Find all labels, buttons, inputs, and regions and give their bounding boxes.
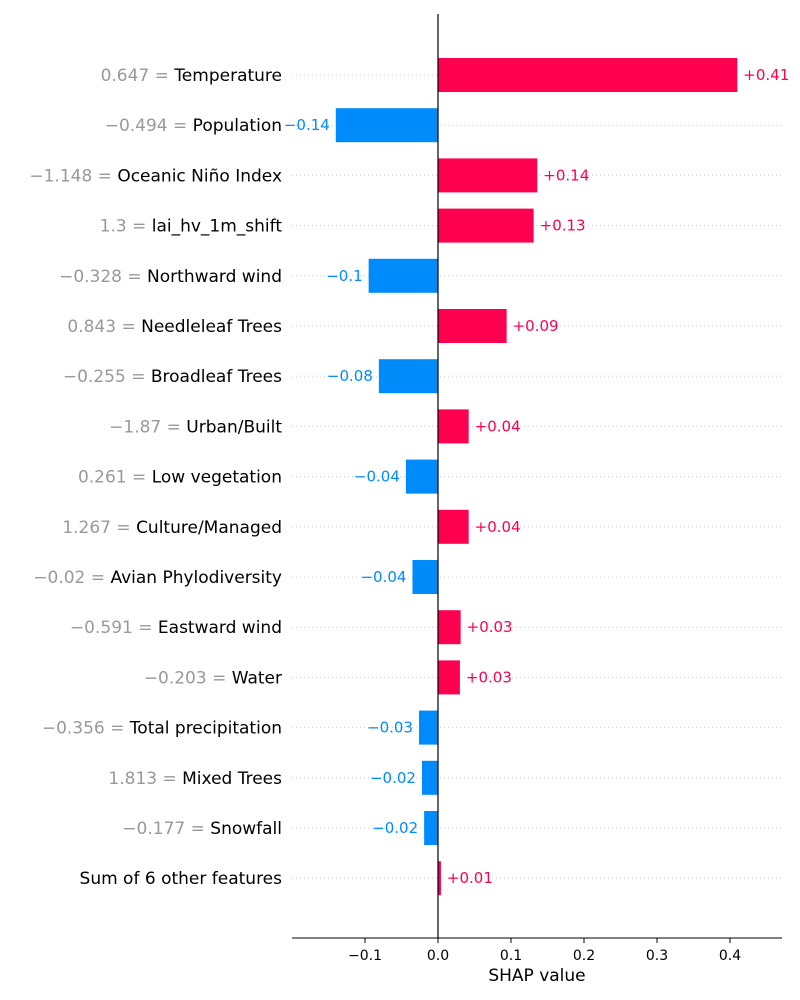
value-label: +0.03	[467, 618, 513, 636]
feature-name: Broadleaf Trees	[151, 367, 282, 387]
value-label: +0.14	[543, 166, 589, 184]
value-labels: +0.41 −0.14 +0.14 +0.13 −0.1 +0.09 −0.08 +0.04 −…	[284, 66, 789, 887]
feature-label: Sum of 6 other features	[80, 869, 283, 889]
value-label: −0.02	[372, 819, 418, 837]
x-axis-title: SHAP value	[488, 966, 585, 986]
bar	[438, 610, 461, 645]
value-label: +0.41	[743, 66, 789, 84]
value-label: +0.01	[447, 869, 493, 887]
feature-label: −1.87 = Urban/Built	[109, 417, 282, 437]
value-label: −0.04	[354, 468, 400, 486]
feature-label: 0.647 = Temperature	[101, 66, 282, 86]
value-label: +0.13	[540, 217, 586, 235]
bar	[438, 409, 469, 444]
feature-name: Eastward wind	[158, 618, 282, 638]
x-tick-label: −0.1	[348, 948, 382, 964]
bar	[438, 509, 469, 544]
value-label: −0.03	[367, 719, 413, 737]
feature-name: Avian Phylodiversity	[110, 568, 282, 588]
bar	[438, 158, 538, 193]
feature-value: −0.203 =	[144, 668, 232, 688]
value-label: −0.04	[360, 568, 406, 586]
feature-value: 1.813 =	[108, 769, 182, 789]
feature-name: Culture/Managed	[136, 518, 282, 538]
feature-name: Urban/Built	[186, 417, 282, 437]
feature-value: 1.267 =	[62, 518, 136, 538]
feature-value: −0.356 =	[42, 719, 130, 739]
feature-name: Oceanic Niño Index	[117, 166, 282, 186]
bars	[335, 58, 738, 896]
feature-value: 0.647 =	[101, 66, 175, 86]
feature-value: −0.328 =	[59, 267, 147, 287]
x-tick-label: 0.2	[573, 948, 595, 964]
bar	[419, 710, 438, 745]
row-gridlines	[292, 74, 782, 879]
bar	[412, 560, 438, 594]
bar	[335, 108, 438, 143]
bar	[438, 660, 460, 695]
bar	[438, 309, 507, 343]
feature-value: −0.494 =	[105, 116, 193, 136]
bar	[378, 359, 438, 394]
bar	[405, 459, 438, 494]
feature-label: 1.813 = Mixed Trees	[108, 769, 282, 789]
x-tick-label: 0.0	[427, 948, 449, 964]
bar	[368, 258, 438, 293]
bar	[424, 811, 438, 845]
feature-value: 1.3 =	[100, 217, 152, 237]
feature-name: Population	[193, 116, 282, 136]
value-label: +0.09	[513, 317, 559, 335]
x-tick-label: 0.1	[500, 948, 522, 964]
value-label: +0.04	[475, 417, 521, 435]
feature-label: 1.3 = lai_hv_1m_shift	[100, 217, 283, 237]
feature-name: Low vegetation	[152, 468, 282, 488]
feature-label: 0.843 = Needleleaf Trees	[67, 317, 282, 337]
value-label: −0.02	[370, 769, 416, 787]
bar	[421, 760, 438, 795]
feature-value: −0.177 =	[122, 819, 210, 839]
feature-label: −0.356 = Total precipitation	[42, 719, 282, 739]
x-axis: −0.1 0.0 0.1 0.2 0.3 0.4 SHAP value	[292, 937, 782, 986]
value-label: −0.1	[326, 267, 362, 285]
feature-label: −0.328 = Northward wind	[59, 267, 282, 287]
x-axis-ticks: −0.1 0.0 0.1 0.2 0.3 0.4	[348, 938, 741, 964]
bar	[438, 208, 534, 243]
feature-value: 0.261 =	[78, 468, 152, 488]
x-tick-label: 0.3	[646, 948, 668, 964]
feature-name: lai_hv_1m_shift	[152, 217, 283, 237]
value-label: −0.08	[327, 367, 373, 385]
feature-label: 0.261 = Low vegetation	[78, 468, 282, 488]
feature-label: −0.02 = Avian Phylodiversity	[33, 568, 282, 588]
feature-label: −0.494 = Population	[105, 116, 282, 136]
feature-name: Sum of 6 other features	[80, 869, 283, 889]
feature-label: 1.267 = Culture/Managed	[62, 518, 282, 538]
value-label: +0.03	[466, 668, 512, 686]
feature-name: Northward wind	[147, 267, 282, 287]
feature-labels: 0.647 = Temperature −0.494 = Population −1…	[29, 66, 282, 889]
feature-name: Needleleaf Trees	[141, 317, 282, 337]
feature-value: 0.843 =	[67, 317, 141, 337]
feature-name: Mixed Trees	[182, 769, 282, 789]
feature-label: −0.177 = Snowfall	[122, 819, 282, 839]
feature-label: −0.203 = Water	[144, 668, 282, 688]
bar	[438, 861, 441, 896]
feature-name: Total precipitation	[129, 719, 282, 739]
x-tick-label: 0.4	[719, 948, 741, 964]
feature-label: −0.591 = Eastward wind	[70, 618, 282, 638]
feature-value: −0.02 =	[33, 568, 110, 588]
value-label: +0.04	[475, 518, 521, 536]
bar	[438, 58, 738, 92]
feature-name: Temperature	[173, 66, 282, 86]
value-label: −0.14	[284, 116, 330, 134]
feature-label: −0.255 = Broadleaf Trees	[63, 367, 282, 387]
feature-label: −1.148 = Oceanic Niño Index	[29, 166, 282, 186]
feature-name: Water	[232, 668, 282, 688]
feature-value: −0.591 =	[70, 618, 158, 638]
feature-name: Snowfall	[210, 819, 282, 839]
feature-value: −0.255 =	[63, 367, 151, 387]
feature-value: −1.148 =	[29, 166, 117, 186]
feature-value: −1.87 =	[109, 417, 186, 437]
